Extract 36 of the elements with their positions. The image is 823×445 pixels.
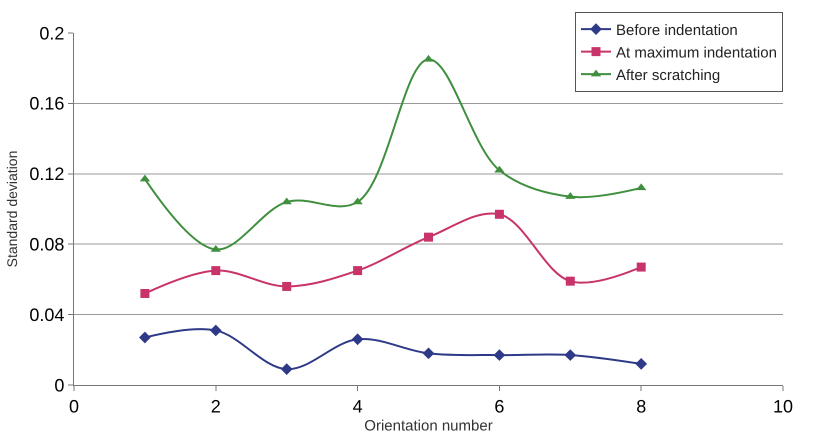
point bbox=[564, 349, 576, 361]
point bbox=[210, 244, 221, 252]
point bbox=[353, 266, 362, 276]
point bbox=[636, 183, 646, 190]
x-tick-label: 2 bbox=[210, 396, 221, 417]
point bbox=[566, 276, 575, 286]
x-tick-label: 6 bbox=[494, 396, 504, 417]
point bbox=[636, 262, 646, 272]
point bbox=[635, 358, 648, 370]
point bbox=[424, 232, 433, 242]
legend-label: At maximum indentation bbox=[616, 44, 777, 62]
point bbox=[211, 266, 220, 276]
y-tick-label: 0.16 bbox=[29, 94, 64, 114]
x-axis-title: Orientation number bbox=[364, 418, 493, 435]
x-tick-label: 4 bbox=[352, 396, 363, 417]
point bbox=[280, 363, 293, 376]
point bbox=[140, 288, 150, 298]
point bbox=[210, 324, 222, 336]
point bbox=[139, 332, 151, 344]
y-axis-title: Standard deviation bbox=[4, 150, 20, 268]
point bbox=[282, 197, 292, 204]
legend-label: Before indentation bbox=[616, 22, 738, 39]
point bbox=[494, 349, 506, 361]
point bbox=[494, 210, 504, 219]
y-tick-label: 0.04 bbox=[29, 304, 64, 325]
x-tick-label: 8 bbox=[636, 396, 646, 417]
point bbox=[282, 282, 292, 291]
y-tick-label: 0.12 bbox=[29, 164, 64, 184]
y-tick-label: 0.2 bbox=[39, 23, 64, 44]
x-tick-label: 0 bbox=[68, 396, 80, 417]
point bbox=[422, 347, 434, 360]
y-tick-label: 0 bbox=[54, 375, 64, 396]
y-tick-label: 0.08 bbox=[29, 234, 64, 254]
legend-label: After scratching bbox=[616, 66, 720, 84]
x-tick-label: 10 bbox=[772, 396, 794, 417]
point bbox=[352, 333, 364, 346]
